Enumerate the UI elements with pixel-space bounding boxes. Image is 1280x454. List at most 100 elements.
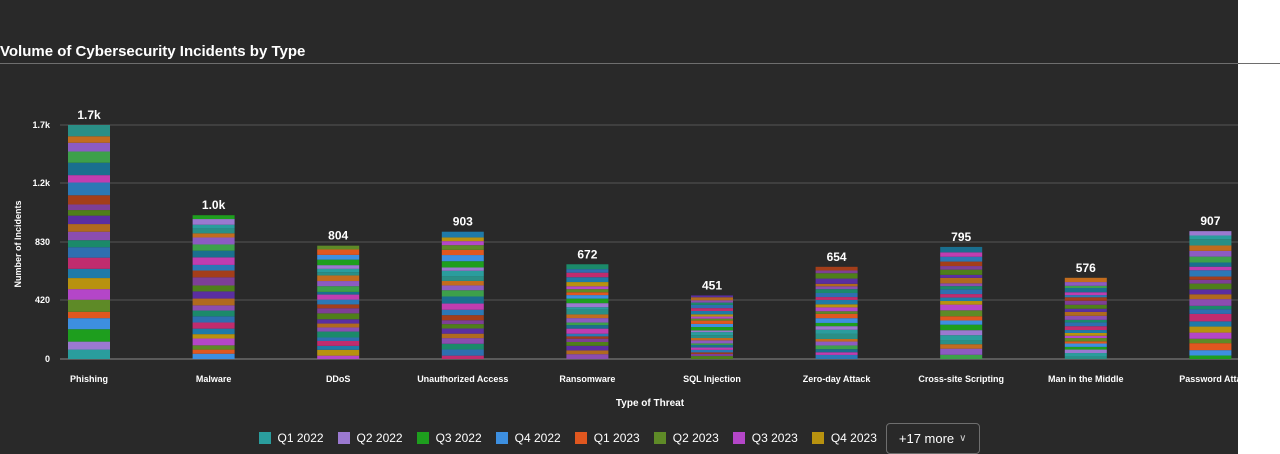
bar-segment[interactable] — [1189, 343, 1232, 351]
bar-segment[interactable] — [192, 237, 235, 245]
bar-segment[interactable] — [940, 354, 983, 359]
bar-segment[interactable] — [940, 266, 983, 270]
bar-segment[interactable] — [192, 291, 235, 299]
bar-segment[interactable] — [1189, 309, 1232, 314]
bar-segment[interactable] — [815, 354, 858, 359]
bar-segment[interactable] — [441, 241, 484, 246]
bar-segment[interactable] — [940, 301, 983, 305]
bar-segment[interactable] — [317, 259, 360, 266]
bar-segment[interactable] — [1189, 355, 1232, 359]
bar-segment[interactable] — [815, 283, 858, 287]
bar-segment[interactable] — [1189, 321, 1232, 327]
legend-item[interactable]: Q4 2023 — [811, 431, 877, 445]
bar-segment[interactable] — [441, 249, 484, 256]
legend-item[interactable]: Q3 2022 — [416, 431, 482, 445]
bar-segment[interactable] — [192, 338, 235, 346]
bar-segment[interactable] — [691, 318, 733, 321]
bar-segment[interactable] — [815, 322, 858, 327]
bar-segment[interactable] — [441, 324, 484, 329]
bar-segment[interactable] — [1189, 235, 1232, 240]
bar-segment[interactable] — [192, 244, 235, 251]
bar-segment[interactable] — [317, 281, 360, 287]
bar-segment[interactable] — [1189, 332, 1232, 339]
bar-segment[interactable] — [691, 344, 733, 348]
bar-segment[interactable] — [1189, 350, 1232, 356]
bar-segment[interactable] — [441, 261, 484, 268]
bar-segment[interactable] — [68, 341, 110, 350]
bar-segment[interactable] — [940, 348, 983, 355]
bar-segment[interactable] — [317, 340, 360, 346]
bar-segment[interactable] — [691, 304, 733, 309]
bar-segment[interactable] — [940, 340, 983, 345]
bar-segment[interactable] — [192, 250, 235, 258]
bar-segment[interactable] — [815, 266, 858, 271]
bar-segment[interactable] — [192, 310, 235, 317]
bar-segment[interactable] — [68, 311, 110, 319]
bar-segment[interactable] — [691, 356, 733, 359]
bar-segment[interactable] — [317, 294, 360, 300]
bar-segment[interactable] — [68, 142, 110, 152]
legend-item[interactable]: Q4 2022 — [495, 431, 561, 445]
bar-segment[interactable] — [317, 345, 360, 350]
bar-segment[interactable] — [68, 318, 110, 330]
bar-segment[interactable] — [1064, 356, 1107, 359]
bar-segment[interactable] — [566, 282, 609, 287]
bar-segment[interactable] — [192, 345, 235, 350]
bar-segment[interactable] — [566, 325, 609, 329]
bar-segment[interactable] — [1064, 277, 1107, 283]
bar-segment[interactable] — [1064, 282, 1107, 286]
bar-segment[interactable] — [317, 313, 360, 320]
bar-segment[interactable] — [1189, 289, 1232, 295]
bar-segment[interactable] — [691, 320, 733, 324]
bar-segment[interactable] — [940, 252, 983, 257]
bar-segment[interactable] — [441, 338, 484, 344]
bar-segment[interactable] — [1064, 319, 1107, 323]
bar-segment[interactable] — [192, 228, 235, 234]
bar-segment[interactable] — [691, 349, 733, 353]
bar-segment[interactable] — [192, 270, 235, 278]
bar-segment[interactable] — [192, 233, 235, 238]
bar-segment[interactable] — [815, 299, 858, 305]
bar-segment[interactable] — [566, 336, 609, 339]
bar-segment[interactable] — [815, 293, 858, 298]
bar-segment[interactable] — [815, 333, 858, 339]
legend-item[interactable]: Q1 2022 — [258, 431, 324, 445]
bar-segment[interactable] — [1064, 292, 1107, 296]
bar-segment[interactable] — [1189, 338, 1232, 344]
bar-segment[interactable] — [317, 308, 360, 314]
bar-segment[interactable] — [940, 316, 983, 321]
bar-segment[interactable] — [441, 320, 484, 325]
bar-segment[interactable] — [1189, 245, 1232, 251]
bar-segment[interactable] — [691, 335, 733, 339]
bar-segment[interactable] — [1189, 256, 1232, 263]
bar-segment[interactable] — [815, 326, 858, 330]
bar-segment[interactable] — [68, 329, 110, 342]
bar-segment[interactable] — [815, 318, 858, 323]
bar-segment[interactable] — [691, 352, 733, 354]
bar-segment[interactable] — [317, 327, 360, 332]
bar-segment[interactable] — [192, 257, 235, 265]
bar-segment[interactable] — [566, 292, 609, 296]
bar-segment[interactable] — [940, 269, 983, 275]
bar-segment[interactable] — [317, 272, 360, 276]
bar-segment[interactable] — [68, 268, 110, 279]
bar-segment[interactable] — [68, 204, 110, 211]
bar-segment[interactable] — [1189, 266, 1232, 271]
bar-segment[interactable] — [815, 338, 858, 342]
bar-segment[interactable] — [691, 330, 733, 333]
bar-segment[interactable] — [691, 353, 733, 357]
bar-segment[interactable] — [940, 274, 983, 278]
bar-segment[interactable] — [1189, 250, 1232, 257]
bar-segment[interactable] — [1189, 305, 1232, 310]
bar-segment[interactable] — [68, 136, 110, 143]
bar-segment[interactable] — [815, 286, 858, 290]
bar-segment[interactable] — [441, 245, 484, 250]
bar-segment[interactable] — [68, 278, 110, 290]
bar-segment[interactable] — [192, 285, 235, 292]
bar-segment[interactable] — [691, 308, 733, 311]
bar-segment[interactable] — [691, 340, 733, 344]
bar-segment[interactable] — [815, 313, 858, 319]
bar-segment[interactable] — [566, 333, 609, 337]
bar-segment[interactable] — [691, 297, 733, 301]
bar-segment[interactable] — [1064, 322, 1107, 327]
